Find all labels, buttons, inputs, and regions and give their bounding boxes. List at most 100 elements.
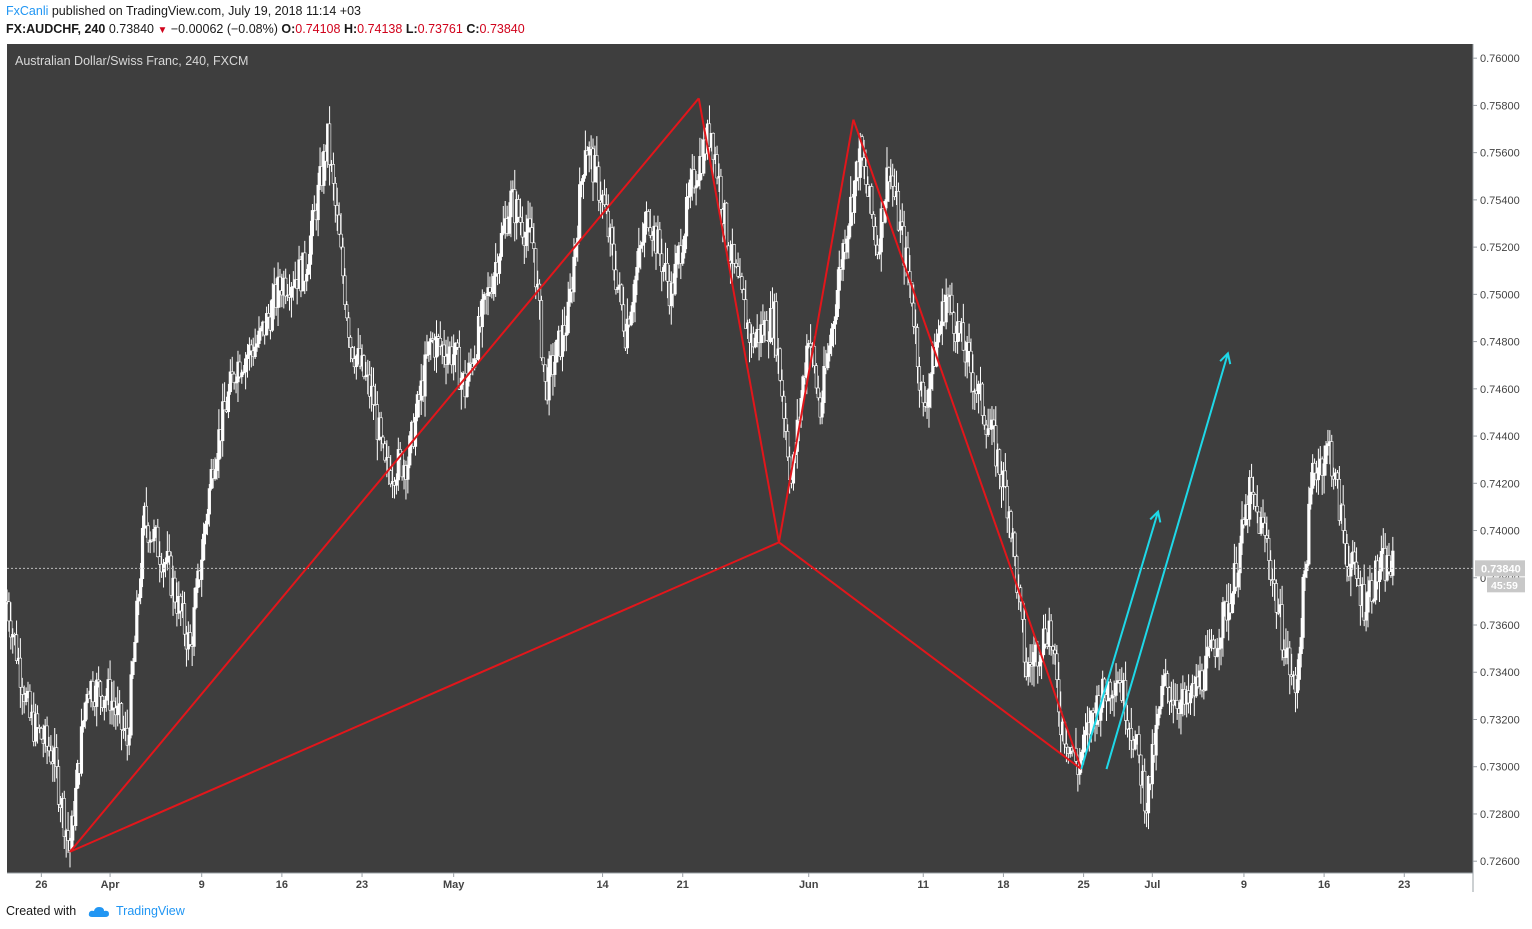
candle <box>492 272 496 301</box>
candle-body <box>102 700 106 708</box>
candle-body <box>209 469 213 489</box>
candle-body <box>1108 681 1112 699</box>
candle <box>1200 663 1204 698</box>
candle <box>589 135 593 170</box>
candle <box>139 562 143 605</box>
candle <box>140 515 145 588</box>
candle-body <box>992 419 996 426</box>
candle-body <box>1139 754 1143 786</box>
candle <box>982 406 986 430</box>
candle <box>244 352 248 390</box>
candle-body <box>1248 477 1252 520</box>
candle <box>528 202 532 233</box>
candle <box>1009 509 1013 543</box>
candle <box>1299 617 1303 668</box>
y-tick-label: 0.73400 <box>1480 667 1520 679</box>
candle <box>102 699 106 721</box>
candle <box>465 375 469 398</box>
candle <box>1003 453 1007 489</box>
candle <box>566 281 570 335</box>
author-link[interactable]: FxCanli <box>6 4 49 18</box>
candle-body <box>637 248 641 268</box>
price-chart[interactable]: Australian Dollar/Swiss Franc, 240, FXCM… <box>0 44 1532 894</box>
candle <box>870 183 874 219</box>
candle-body <box>683 235 687 254</box>
candle <box>364 361 368 381</box>
candle-body <box>455 342 460 348</box>
candle-body <box>266 313 271 318</box>
candle <box>967 323 971 367</box>
candle <box>289 282 294 318</box>
candle <box>986 408 990 437</box>
candle <box>341 237 345 284</box>
candle-body <box>173 577 177 603</box>
arrow-head <box>1219 351 1232 365</box>
candle-body <box>778 348 782 381</box>
candle <box>253 328 257 360</box>
candle-body <box>1129 728 1133 741</box>
candle <box>719 168 723 225</box>
candle <box>534 248 538 300</box>
candle <box>1391 536 1395 586</box>
candle-body <box>1133 738 1137 750</box>
candle-body <box>129 674 133 736</box>
candle <box>602 179 607 207</box>
candle <box>1284 628 1288 665</box>
candle <box>688 168 692 209</box>
candle <box>509 180 513 238</box>
candle-body <box>877 251 881 255</box>
pattern-line <box>69 97 700 853</box>
candle-body <box>1303 570 1307 578</box>
candle <box>702 127 706 177</box>
candle <box>736 252 740 279</box>
candle-body <box>270 299 274 331</box>
candle <box>333 177 337 223</box>
candle <box>35 705 40 744</box>
candle <box>938 321 943 336</box>
candle-body <box>837 266 841 291</box>
candle <box>826 343 830 371</box>
tradingview-logo[interactable]: TradingView <box>88 904 185 918</box>
candle <box>547 351 551 416</box>
candle <box>579 178 584 198</box>
candle <box>532 223 536 263</box>
chart-container[interactable]: Australian Dollar/Swiss Franc, 240, FXCM… <box>0 44 1532 894</box>
candle <box>1217 628 1221 671</box>
candle-body <box>835 290 839 317</box>
candle <box>167 534 171 565</box>
down-triangle-icon: ▼ <box>157 25 168 36</box>
candle-body <box>1391 550 1395 576</box>
candle <box>631 284 635 324</box>
candle-body <box>291 286 295 288</box>
pattern-line <box>697 98 780 543</box>
candle-body <box>203 523 208 535</box>
candle-body <box>967 342 971 352</box>
candle-body <box>245 354 250 359</box>
candle <box>354 354 358 380</box>
candle <box>686 182 691 210</box>
candle-body <box>345 304 349 319</box>
candle <box>541 357 545 373</box>
candle-body <box>1311 462 1315 489</box>
candle <box>303 240 307 295</box>
candle <box>76 759 80 790</box>
candle <box>242 364 246 375</box>
candle <box>980 382 985 425</box>
candle <box>961 303 965 351</box>
candle <box>828 334 832 362</box>
candle <box>1032 632 1036 687</box>
candle <box>1236 570 1240 598</box>
candle <box>1379 535 1383 580</box>
x-tick-label: 16 <box>276 879 288 891</box>
candle-body <box>906 247 910 272</box>
candle-body <box>24 693 28 703</box>
candle-body <box>1015 556 1019 593</box>
candle-body <box>415 394 420 418</box>
candle <box>135 590 139 644</box>
candle <box>1280 585 1284 661</box>
candle <box>438 321 442 356</box>
candle <box>1099 707 1103 737</box>
candle <box>49 735 53 765</box>
candle <box>641 222 645 253</box>
candle <box>322 144 326 194</box>
